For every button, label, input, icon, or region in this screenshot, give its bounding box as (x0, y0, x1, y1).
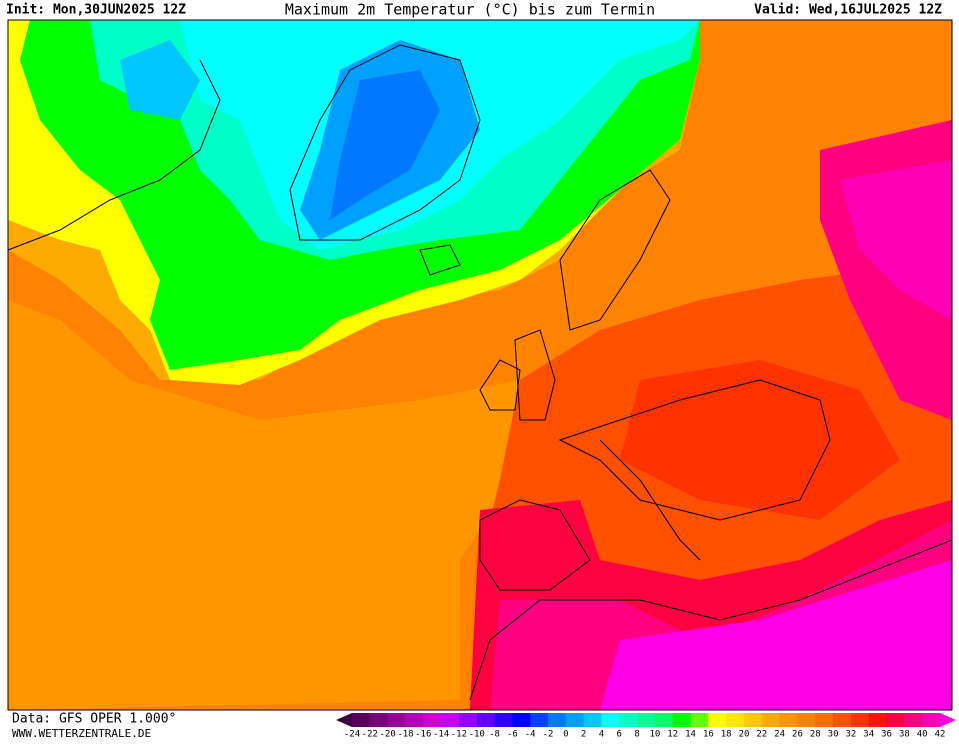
init-time: Init: Mon,30JUN2025 12Z (6, 3, 186, 18)
scale-swatch (530, 713, 549, 727)
scale-swatch (405, 713, 424, 727)
scale-label: 32 (845, 730, 856, 740)
scale-swatch (779, 713, 798, 727)
scale-label: -2 (543, 730, 554, 740)
scale-label: 12 (667, 730, 678, 740)
scale-label: 14 (685, 730, 696, 740)
scale-label: 40 (917, 730, 928, 740)
scale-swatch (797, 713, 816, 727)
scale-swatch (654, 713, 674, 727)
map (7, 20, 953, 710)
scale-label: 34 (863, 730, 874, 740)
scale-label: 6 (617, 730, 622, 740)
scale-swatch (744, 713, 763, 727)
scale-swatch (548, 713, 567, 727)
scale-label: 42 (935, 730, 946, 740)
scale-swatch (441, 713, 460, 727)
scale-swatch (672, 713, 692, 727)
scale-label: 4 (599, 730, 604, 740)
scale-label: -8 (489, 730, 500, 740)
scale-swatch (369, 713, 389, 727)
scale-label: 2 (581, 730, 586, 740)
scale-swatch (423, 713, 442, 727)
scale-label: 28 (810, 730, 821, 740)
scale-arrow-low (336, 713, 352, 727)
scale-label: 8 (634, 730, 639, 740)
scale-swatch (458, 713, 478, 727)
scale-label: -10 (469, 730, 485, 740)
scale-swatch (904, 713, 923, 727)
scale-swatch (601, 713, 620, 727)
scale-label: -18 (397, 730, 413, 740)
scale-swatch (512, 713, 531, 727)
scale-swatch (726, 713, 745, 727)
scale-label: -16 (415, 730, 431, 740)
scale-label: 20 (739, 730, 750, 740)
scale-swatch (494, 713, 513, 727)
scale-swatch (565, 713, 585, 727)
scale-label: -6 (507, 730, 518, 740)
scale-label: 38 (899, 730, 910, 740)
scale-label: 18 (721, 730, 732, 740)
scale-label: -20 (380, 730, 396, 740)
scale-label: 36 (881, 730, 892, 740)
scale-swatch (761, 713, 781, 727)
scale-label: -24 (344, 730, 360, 740)
website: WWW.WETTERZENTRALE.DE (12, 727, 151, 740)
scale-arrow-high (940, 713, 956, 727)
valid-time: Valid: Wed,16JUL2025 12Z (754, 3, 942, 18)
scale-label: 22 (756, 730, 767, 740)
scale-swatch (833, 713, 852, 727)
scale-swatch (352, 713, 371, 727)
scale-swatch (476, 713, 496, 727)
data-source: Data: GFS OPER 1.000° (12, 712, 176, 727)
scale-label: -14 (433, 730, 449, 740)
map-title: Maximum 2m Temperatur (°C) bis zum Termi… (285, 1, 655, 19)
scale-label: -22 (362, 730, 378, 740)
scale-label: 16 (703, 730, 714, 740)
scale-swatch (619, 713, 638, 727)
scale-swatch (708, 713, 727, 727)
scale-swatch (922, 713, 941, 727)
scale-label: 26 (792, 730, 803, 740)
scale-swatch (690, 713, 709, 727)
scale-swatch (850, 713, 870, 727)
scale-label: 30 (828, 730, 839, 740)
scale-swatch (387, 713, 406, 727)
color-scale: -24 -22 -20 -18 -16 -14 -12 -10 -8 -6 -4 -2 0 2 4 6 8 10 1… (336, 713, 956, 740)
scale-swatch (815, 713, 834, 727)
scale-swatch (583, 713, 602, 727)
scale-label: 10 (649, 730, 660, 740)
scale-label: -12 (451, 730, 467, 740)
scale-label: -4 (525, 730, 536, 740)
scale-swatch (637, 713, 656, 727)
map-frame (7, 19, 953, 711)
scale-label: 0 (563, 730, 568, 740)
scale-label: 24 (774, 730, 785, 740)
scale-swatch (868, 713, 888, 727)
scale-swatch (886, 713, 905, 727)
